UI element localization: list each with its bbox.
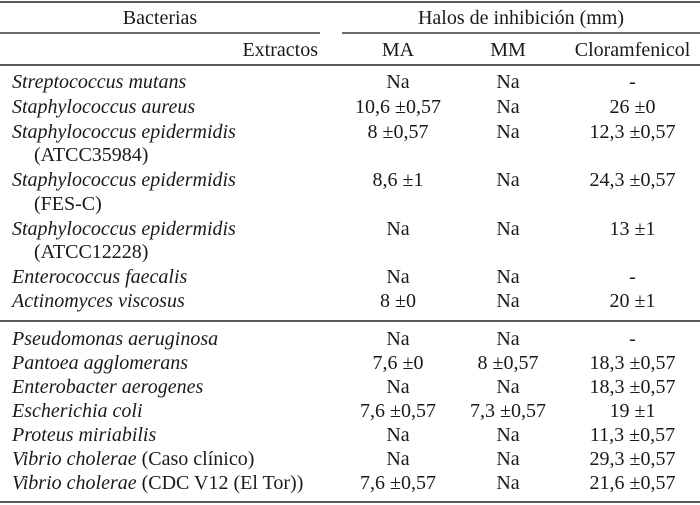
cell-ma: Na xyxy=(386,266,410,288)
column-header-cloramfenicol: Cloramfenicol xyxy=(574,39,691,61)
bacteria-name: Staphylococcus epidermidis xyxy=(12,169,236,191)
cell-mm: Na xyxy=(496,448,520,470)
cell-cloramfenicol: - xyxy=(629,328,636,350)
header-group-title: Halos de inhibición (mm) xyxy=(417,7,625,29)
species-italic: Enterobacter aerogenes xyxy=(12,376,204,398)
cell-mm: 7,3 ±0,57 xyxy=(470,400,546,422)
species-italic: Pantoea agglomerans xyxy=(12,352,189,374)
cell-cloramfenicol: 21,6 ±0,57 xyxy=(589,472,676,494)
cell-mm: Na xyxy=(496,328,520,350)
bacteria-name: Staphylococcus epidermidis xyxy=(12,218,236,240)
bacteria-name: Actinomyces viscosus xyxy=(12,290,185,312)
cell-ma: Na xyxy=(386,424,410,446)
bacteria-name: Staphylococcus epidermidis xyxy=(12,121,236,143)
cell-mm: Na xyxy=(496,376,520,398)
cell-ma: 8 ±0,57 xyxy=(367,121,429,143)
cell-cloramfenicol: 13 ±1 xyxy=(609,218,656,240)
bacteria-strain: (ATCC12228) xyxy=(34,241,149,263)
cell-cloramfenicol: 18,3 ±0,57 xyxy=(589,352,676,374)
column-header-mm: MM xyxy=(490,39,526,61)
group-underline xyxy=(342,32,700,34)
strain-suffix: (CDC V12 (El Tor)) xyxy=(136,472,304,494)
cell-mm: Na xyxy=(496,472,520,494)
cell-mm: Na xyxy=(496,424,520,446)
cell-cloramfenicol: 11,3 ±0,57 xyxy=(589,424,676,446)
bacteria-name: Enterobacter aerogenes xyxy=(12,375,203,399)
strain-suffix: (Caso clínico) xyxy=(136,448,255,470)
bacteria-name: Vibrio cholerae (CDC V12 (El Tor)) xyxy=(12,471,303,495)
cell-mm: Na xyxy=(496,290,520,312)
top-rule xyxy=(0,1,700,3)
cell-mm: Na xyxy=(496,218,520,240)
cell-cloramfenicol: 20 ±1 xyxy=(609,290,656,312)
bacteria-name: Enterococcus faecalis xyxy=(12,266,188,288)
species-italic: Vibrio cholerae xyxy=(12,472,137,494)
cell-cloramfenicol: 12,3 ±0,57 xyxy=(589,121,676,143)
bacteria-name: Pseudomonas aeruginosa xyxy=(12,327,218,351)
cell-ma: 7,6 ±0,57 xyxy=(360,400,436,422)
cell-cloramfenicol: 26 ±0 xyxy=(609,96,656,118)
bacteria-name: Pantoea agglomerans xyxy=(12,351,188,375)
bacteria-name: Vibrio cholerae (Caso clínico) xyxy=(12,447,254,471)
cell-cloramfenicol: 18,3 ±0,57 xyxy=(589,376,676,398)
bacteria-name: Escherichia coli xyxy=(12,399,143,423)
species-italic: Escherichia coli xyxy=(12,400,143,422)
cell-cloramfenicol: 24,3 ±0,57 xyxy=(589,169,676,191)
cell-ma: Na xyxy=(386,218,410,240)
header-bottom-rule xyxy=(0,64,700,66)
species-italic: Proteus miriabilis xyxy=(12,424,157,446)
cell-ma: 7,6 ±0 xyxy=(372,352,424,374)
bacteria-strain: (FES-C) xyxy=(34,193,102,215)
cell-cloramfenicol: - xyxy=(629,266,636,288)
header-bacterias: Bacterias xyxy=(122,7,198,29)
section-separator-rule xyxy=(0,320,700,322)
cell-ma: Na xyxy=(386,376,410,398)
cell-mm: Na xyxy=(496,96,520,118)
column-header-ma: MA xyxy=(381,39,415,61)
cell-ma: 8,6 ±1 xyxy=(372,169,424,191)
bacteria-name: Proteus miriabilis xyxy=(12,423,156,447)
bacteria-name: Staphylococcus aureus xyxy=(12,96,196,118)
cell-ma: Na xyxy=(386,71,410,93)
cell-ma: Na xyxy=(386,448,410,470)
cell-ma: Na xyxy=(386,328,410,350)
cell-mm: Na xyxy=(496,71,520,93)
bottom-rule xyxy=(0,501,700,503)
cell-cloramfenicol: 29,3 ±0,57 xyxy=(589,448,676,470)
cell-mm: 8 ±0,57 xyxy=(477,352,539,374)
bacteria-name: Streptococcus mutans xyxy=(12,71,187,93)
species-italic: Vibrio cholerae xyxy=(12,448,137,470)
species-italic: Pseudomonas aeruginosa xyxy=(12,328,219,350)
cell-mm: Na xyxy=(496,121,520,143)
cell-mm: Na xyxy=(496,266,520,288)
bacteria-strain: (ATCC35984) xyxy=(34,144,149,166)
cell-ma: 7,6 ±0,57 xyxy=(360,472,436,494)
cell-cloramfenicol: 19 ±1 xyxy=(609,400,656,422)
bacterias-underline xyxy=(0,32,320,34)
header-extractos: Extractos xyxy=(242,39,318,61)
cell-cloramfenicol: - xyxy=(629,71,636,93)
cell-ma: 8 ±0 xyxy=(380,290,416,312)
cell-mm: Na xyxy=(496,169,520,191)
cell-ma: 10,6 ±0,57 xyxy=(355,96,441,118)
